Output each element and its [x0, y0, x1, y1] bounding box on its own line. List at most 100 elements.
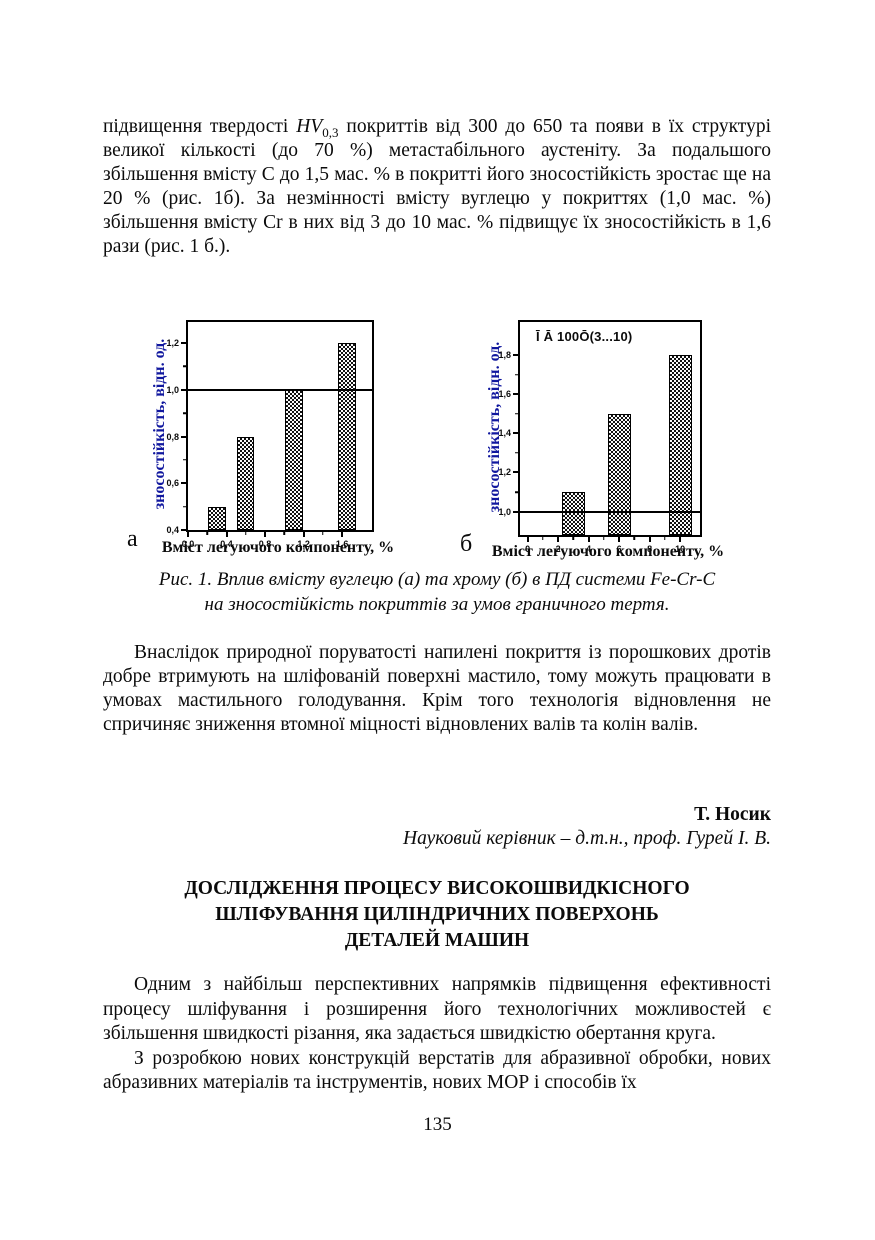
x-minor-tick	[322, 532, 324, 535]
author-block: Т. Носик Науковий керівник – д.т.н., про…	[103, 803, 771, 851]
y-tick-label: 0,8	[166, 431, 179, 442]
y-tick-label: 1,2	[166, 338, 179, 349]
x-tick-label: 1,2	[297, 539, 310, 549]
x-minor-tick	[572, 537, 575, 540]
bar	[285, 389, 303, 530]
y-tick	[513, 471, 518, 474]
x-axis-label: Вміст легуючого компоненту, %	[161, 539, 395, 556]
x-tick-label: 0	[525, 544, 531, 554]
x-minor-tick	[245, 532, 247, 535]
x-tick	[557, 537, 560, 542]
plot-area: Ī Ā 100Ō(3...10) 0 2 4 6 8 10 1,0 1,2 1,4 1,6 1,8	[498, 320, 702, 554]
x-tick-label: 0,0	[181, 539, 195, 549]
y-tick-label: 1,6	[498, 389, 511, 400]
x-tick-label: 10	[675, 544, 686, 554]
supervisor-line: Науковий керівник – д.т.н., проф. Гурей …	[403, 828, 771, 849]
figure-caption-line-1: Рис. 1. Вплив вмісту вуглецю (а) та хром…	[158, 569, 716, 590]
x-tick-label: 6	[616, 544, 622, 554]
page-number: 135	[423, 1114, 452, 1135]
y-tick-label: 1,4	[498, 428, 511, 439]
x-tick	[225, 532, 228, 537]
x-tick	[341, 532, 344, 537]
y-minor-tick	[183, 365, 186, 368]
y-minor-tick	[515, 374, 518, 376]
x-minor-tick	[664, 537, 666, 540]
bar	[208, 506, 226, 530]
paragraph-group: Одним з найбільш перспективних напрямків…	[103, 973, 771, 1096]
y-tick-label: 1,8	[498, 350, 511, 361]
y-tick	[513, 354, 518, 357]
paragraph-4: З розробкою нових конструкцій верстатів …	[103, 1047, 771, 1094]
x-minor-tick	[603, 537, 605, 540]
y-minor-tick	[183, 412, 186, 414]
y-tick	[181, 482, 186, 485]
y-tick	[181, 342, 186, 345]
y-axis-label: зносостійкість, відн. од.	[486, 341, 503, 513]
y-minor-tick	[515, 491, 518, 493]
x-tick	[264, 532, 267, 537]
paragraph-1: підвищення твердості HV0,3 покриттів від…	[103, 115, 771, 259]
y-tick	[181, 435, 186, 438]
section-title-line-1: ДОСЛІДЖЕННЯ ПРОЦЕСУ ВИСОКОШВИДКІСНОГО	[184, 878, 690, 899]
x-minor-tick	[283, 532, 286, 535]
y-minor-tick	[183, 459, 186, 461]
figure-1: зносостійкість, відн. од. 0,0 0,4 0,8 1,2 1,…	[0, 320, 875, 562]
y-tick-label: 1,0	[498, 506, 511, 517]
bar	[237, 436, 255, 530]
y-minor-tick	[515, 452, 518, 454]
y-tick-label: 1,2	[498, 467, 511, 478]
section-title: ДОСЛІДЖЕННЯ ПРОЦЕСУ ВИСОКОШВИДКІСНОГО ШЛ…	[103, 876, 771, 954]
y-tick-label: 1,0	[166, 384, 179, 395]
y-tick	[181, 529, 186, 531]
section-title-line-2: ШЛІФУВАННЯ ЦИЛІНДРИЧНИХ ПОВЕРХОНЬ	[215, 904, 659, 925]
plot-title: Ī Ā 100Ō(3...10)	[536, 329, 633, 344]
y-tick-label: 0,6	[166, 478, 179, 489]
x-tick-label: 0,8	[258, 539, 272, 549]
author-name: Т. Носик	[694, 804, 771, 825]
section-title-line-3: ДЕТАЛЕЙ МАШИН	[344, 930, 530, 951]
hv-subscript: 0,3	[322, 124, 339, 140]
x-axis-label: Вміст легуючого компоненту, %	[491, 543, 725, 560]
x-minor-tick	[542, 537, 544, 540]
paragraph-3: Одним з найбільш перспективних напрямків…	[103, 974, 771, 1044]
x-minor-tick	[206, 532, 209, 535]
bar	[607, 413, 631, 535]
x-tick	[302, 532, 305, 537]
x-tick-label: 1,6	[335, 539, 349, 549]
reference-line	[188, 388, 372, 391]
y-tick	[513, 393, 518, 396]
bar	[668, 355, 692, 535]
paragraph-1-text-after: покриттів від 300 до 650 та появи в їх с…	[103, 116, 771, 257]
x-tick	[648, 537, 651, 542]
paragraph-1-text-before: підвищення твердості	[103, 116, 297, 137]
x-tick	[526, 537, 529, 542]
figure-caption-line-2: на зносостійкість покриттів за умов гран…	[204, 594, 670, 615]
hv-symbol: HV	[296, 116, 323, 137]
x-tick-label: 4	[586, 544, 592, 554]
bar	[561, 492, 585, 535]
x-minor-tick	[633, 537, 636, 540]
reference-line	[520, 510, 700, 513]
y-tick	[513, 432, 518, 435]
figure-caption: Рис. 1. Вплив вмісту вуглецю (а) та хром…	[103, 567, 771, 617]
x-tick-label: 8	[647, 544, 653, 554]
paragraph-2: Внаслідок природної поруватості напилені…	[103, 642, 771, 735]
x-tick-label: 0,4	[220, 539, 233, 549]
x-tick	[618, 537, 621, 542]
x-tick-label: 2	[555, 544, 561, 554]
bar	[338, 343, 356, 530]
x-tick	[187, 532, 189, 537]
panel-label-a: а	[127, 526, 138, 552]
y-minor-tick	[515, 413, 518, 415]
bar-chart-chromium: зносостійкість, відн. од. Ī Ā 100Ō(3...1…	[455, 320, 787, 562]
y-tick-label: 0,4	[166, 525, 179, 535]
bar-chart-carbon: зносостійкість, відн. од. 0,0 0,4 0,8 1,2 1,…	[120, 320, 452, 562]
x-tick	[679, 537, 682, 542]
y-tick	[513, 510, 518, 513]
plot-area: 0,0 0,4 0,8 1,2 1,6 0,4 0,6 0,8 1,0 1,2	[166, 320, 374, 549]
y-tick	[181, 388, 186, 391]
panel-label-b: б	[460, 531, 473, 557]
x-tick	[587, 537, 590, 542]
y-minor-tick	[183, 505, 186, 508]
